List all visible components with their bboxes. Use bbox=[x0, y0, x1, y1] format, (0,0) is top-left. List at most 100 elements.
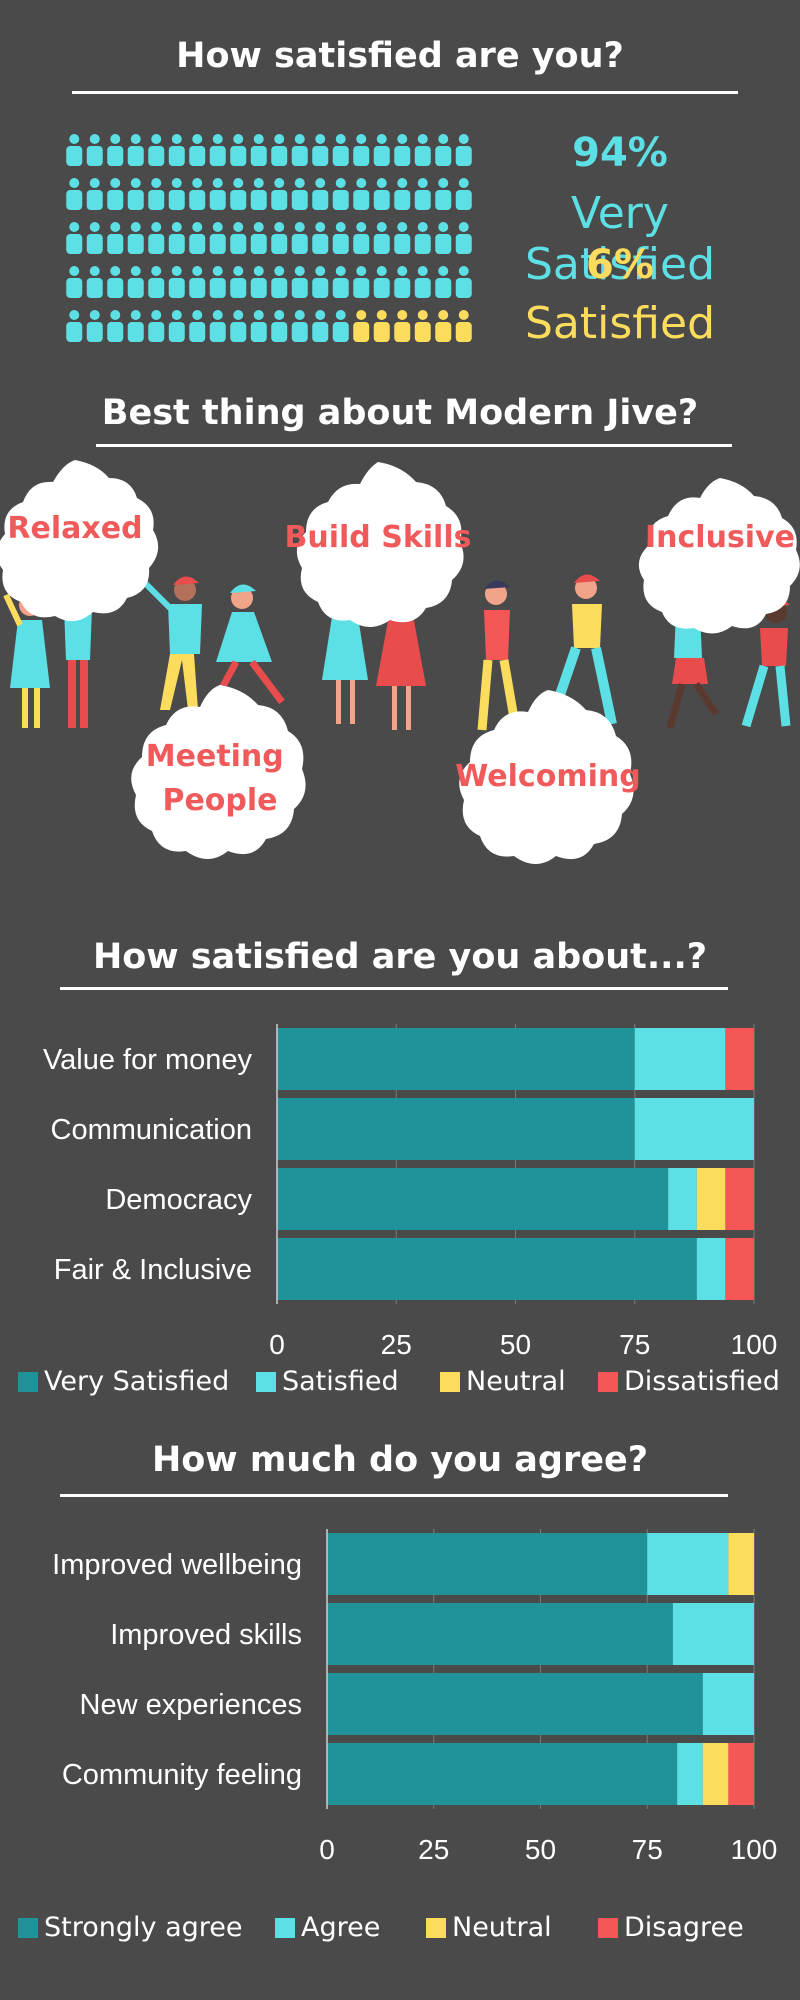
person-icon-very-satisfied bbox=[312, 222, 329, 254]
legend-label: Satisfied bbox=[282, 1366, 399, 1397]
x-tick-label: 50 bbox=[500, 1329, 531, 1360]
about-divider bbox=[60, 987, 728, 990]
legend-item: Neutral bbox=[440, 1366, 566, 1397]
category-label: Community feeling bbox=[62, 1759, 302, 1791]
person-icon-very-satisfied bbox=[66, 266, 83, 298]
blob-label-meeting-people: Meeting People bbox=[146, 739, 294, 818]
best-thing-illustration: Relaxed Build Skills Inclusive Meeting P… bbox=[0, 460, 800, 864]
person-icon-very-satisfied bbox=[332, 178, 349, 210]
person-icon-very-satisfied bbox=[230, 134, 247, 166]
person-icon-very-satisfied bbox=[230, 178, 247, 210]
person-icon-very-satisfied bbox=[86, 266, 103, 298]
category-label: Improved wellbeing bbox=[52, 1549, 302, 1581]
person-icon-very-satisfied bbox=[312, 266, 329, 298]
person-icon-very-satisfied bbox=[250, 222, 267, 254]
person-icon-very-satisfied bbox=[291, 178, 308, 210]
person-icon-satisfied bbox=[394, 310, 411, 342]
person-icon-very-satisfied bbox=[271, 266, 288, 298]
legend-swatch bbox=[256, 1371, 276, 1392]
bar-segment bbox=[728, 1533, 754, 1595]
person-icon-very-satisfied bbox=[209, 266, 226, 298]
bar-segment bbox=[647, 1533, 729, 1595]
person-icon-very-satisfied bbox=[189, 266, 206, 298]
bar-segment bbox=[696, 1168, 726, 1230]
person-icon-very-satisfied bbox=[230, 222, 247, 254]
bar-segment bbox=[277, 1028, 635, 1090]
person-icon-very-satisfied bbox=[209, 310, 226, 342]
x-tick-label: 50 bbox=[525, 1834, 556, 1865]
person-icon-very-satisfied bbox=[373, 134, 390, 166]
x-tick-label: 100 bbox=[731, 1329, 778, 1360]
person-icon-very-satisfied bbox=[455, 266, 472, 298]
person-icon-very-satisfied bbox=[107, 310, 124, 342]
person-icon-very-satisfied bbox=[127, 310, 144, 342]
person-icon-very-satisfied bbox=[209, 222, 226, 254]
person-icon-very-satisfied bbox=[271, 134, 288, 166]
person-icon-very-satisfied bbox=[168, 134, 185, 166]
person-icon-very-satisfied bbox=[86, 310, 103, 342]
person-icon-very-satisfied bbox=[291, 266, 308, 298]
legend-label: Neutral bbox=[452, 1912, 552, 1943]
person-icon-very-satisfied bbox=[107, 178, 124, 210]
person-icon-very-satisfied bbox=[332, 222, 349, 254]
satisfaction-about-legend: Very Satisfied Satisfied Neutral Dissatisfi… bbox=[18, 1366, 798, 1402]
person-icon-very-satisfied bbox=[394, 222, 411, 254]
person-icon-very-satisfied bbox=[189, 134, 206, 166]
legend-swatch bbox=[426, 1917, 446, 1938]
person-icon-very-satisfied bbox=[271, 222, 288, 254]
blob-label-relaxed: Relaxed bbox=[7, 511, 142, 546]
x-tick-label: 0 bbox=[269, 1329, 285, 1360]
category-label: Improved skills bbox=[110, 1619, 302, 1651]
person-icon-very-satisfied bbox=[66, 178, 83, 210]
person-icon-very-satisfied bbox=[250, 310, 267, 342]
person-icon-very-satisfied bbox=[435, 266, 452, 298]
x-tick-label: 75 bbox=[632, 1834, 663, 1865]
person-icon-very-satisfied bbox=[435, 134, 452, 166]
legend-label: Disagree bbox=[624, 1912, 744, 1943]
person-icon-very-satisfied bbox=[353, 266, 370, 298]
person-icon-very-satisfied bbox=[271, 310, 288, 342]
person-icon-very-satisfied bbox=[250, 134, 267, 166]
legend-label: Agree bbox=[301, 1912, 381, 1943]
person-icon-very-satisfied bbox=[230, 310, 247, 342]
bar-segment bbox=[728, 1743, 754, 1805]
person-icon-very-satisfied bbox=[148, 310, 165, 342]
bar-segment bbox=[327, 1743, 678, 1805]
x-tick-label: 25 bbox=[381, 1329, 412, 1360]
person-icon-satisfied bbox=[373, 310, 390, 342]
satisfied-percent: 6% bbox=[586, 242, 654, 288]
person-icon-very-satisfied bbox=[394, 178, 411, 210]
legend-swatch bbox=[18, 1917, 38, 1938]
person-icon-very-satisfied bbox=[86, 222, 103, 254]
agreement-chart: 0 25 50 75 100 Improved wellbeing Improved ski… bbox=[52, 1529, 778, 1865]
bar-segment bbox=[327, 1673, 703, 1735]
person-icon-very-satisfied bbox=[435, 222, 452, 254]
x-tick-label: 100 bbox=[731, 1834, 778, 1865]
person-icon-very-satisfied bbox=[373, 266, 390, 298]
person-icon-satisfied bbox=[455, 310, 472, 342]
legend-swatch bbox=[598, 1371, 618, 1392]
person-icon-very-satisfied bbox=[86, 178, 103, 210]
person-icon-very-satisfied bbox=[148, 266, 165, 298]
person-icon-very-satisfied bbox=[127, 178, 144, 210]
person-icon-very-satisfied bbox=[148, 134, 165, 166]
person-icon-very-satisfied bbox=[107, 134, 124, 166]
person-icon-very-satisfied bbox=[291, 222, 308, 254]
bar-segment bbox=[702, 1743, 729, 1805]
person-icon-very-satisfied bbox=[394, 134, 411, 166]
person-icon-very-satisfied bbox=[312, 134, 329, 166]
bar-segment bbox=[634, 1098, 754, 1160]
person-icon-very-satisfied bbox=[127, 222, 144, 254]
person-icon-very-satisfied bbox=[189, 178, 206, 210]
category-label: Fair & Inclusive bbox=[54, 1254, 252, 1286]
legend-label: Dissatisfied bbox=[624, 1366, 780, 1397]
category-label: New experiences bbox=[80, 1689, 302, 1721]
agree-heading: How much do you agree? bbox=[151, 1440, 649, 1480]
legend-item: Agree bbox=[275, 1912, 380, 1943]
legend-swatch bbox=[440, 1371, 460, 1392]
person-icon-very-satisfied bbox=[332, 134, 349, 166]
category-label: Communication bbox=[51, 1114, 252, 1146]
bar-segment bbox=[327, 1533, 648, 1595]
person-icon-very-satisfied bbox=[250, 266, 267, 298]
bar-segment bbox=[725, 1168, 754, 1230]
